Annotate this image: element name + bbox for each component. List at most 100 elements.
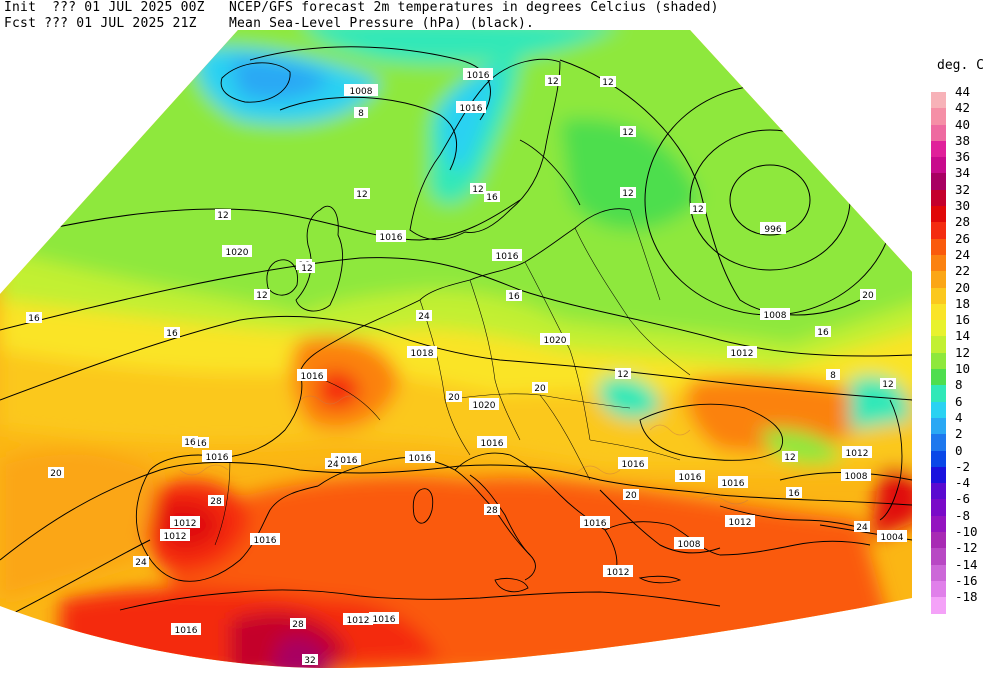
svg-text:20: 20 [534,384,546,394]
init-time: Init ??? 01 JUL 2025 00Z [4,0,205,15]
svg-text:1016: 1016 [254,536,277,546]
legend-swatch [931,92,946,109]
isobar-label: 1016 [456,101,486,114]
legend-label: -14 [955,556,978,572]
legend-row: 12 [931,345,991,370]
temp-label: 12 [690,203,706,215]
legend-label: 14 [955,328,971,344]
svg-text:1018: 1018 [411,349,434,359]
temp-label: 24 [325,458,341,470]
isobar-label: 1016 [718,476,748,489]
isobar-label: 1020 [469,398,499,411]
legend-swatch [931,564,946,581]
temp-label: 12 [782,451,798,463]
legend-row: 0 [931,443,991,467]
legend-label: 34 [955,165,971,181]
temp-label: 12 [620,126,636,138]
svg-text:1016: 1016 [301,372,324,382]
temp-label: 20 [48,467,64,479]
legend-row: 22 [931,264,991,288]
legend-row: -4 [931,476,991,500]
legend-row: -18 [931,590,991,614]
isobar-label: 1012 [725,515,755,528]
legend-label: 42 [955,100,971,116]
temp-label: 8 [826,369,840,381]
svg-text:12: 12 [784,453,795,463]
forecast-time: Fcst ??? 01 JUL 2025 21Z [4,16,197,31]
svg-text:20: 20 [625,491,637,501]
svg-text:16: 16 [28,314,40,324]
temp-label: 12 [215,209,231,221]
temp-label: 28 [484,504,500,516]
legend-swatch [931,271,946,288]
isobar-label: 1018 [407,346,437,359]
svg-text:12: 12 [622,189,633,199]
svg-text:1016: 1016 [722,479,745,489]
svg-text:1020: 1020 [473,401,496,411]
legend-swatch [931,254,946,272]
temp-label: 24 [854,521,870,533]
chart-subtitle: Mean Sea-Level Pressure (hPa) (black). [229,16,535,31]
legend-row: 38 [931,133,991,158]
temp-label: 20 [532,382,548,394]
svg-text:24: 24 [418,312,430,322]
legend-label: 38 [955,132,971,148]
svg-text:16: 16 [184,438,196,448]
legend-row: 28 [931,215,991,239]
svg-text:1012: 1012 [164,532,187,542]
legend-label: -2 [955,458,971,474]
isobar-label: 1016 [297,369,327,382]
legend-swatch [931,483,946,500]
legend-swatch [931,352,946,370]
svg-text:16: 16 [817,328,829,338]
legend-swatch [931,401,946,418]
legend-row: 18 [931,296,991,321]
temp-label: 12 [354,188,370,200]
legend-swatch [931,189,946,207]
svg-text:12: 12 [472,185,483,195]
temp-label: 28 [208,495,224,507]
svg-text:28: 28 [292,620,304,630]
legend-label: 44 [955,84,971,99]
legend-row: 44 [931,85,991,109]
isobar-label: 1016 [250,533,280,546]
isobar-label: 1016 [405,451,435,464]
legend-label: 12 [955,344,971,360]
legend-row: 20 [931,280,991,304]
temp-label: 12 [470,183,486,195]
legend-label: 6 [955,393,963,409]
isobar-label: 1016 [675,470,705,483]
legend-swatch [931,597,946,614]
legend-label: 22 [955,263,971,279]
legend-row: 4 [931,410,991,435]
temp-label: 16 [786,487,802,499]
svg-text:24: 24 [856,523,868,533]
svg-text:1008: 1008 [350,87,373,97]
isobar-label: 1016 [376,230,406,243]
legend-label: 20 [955,279,971,295]
temp-label: 12 [545,75,561,87]
legend-row: 34 [931,166,991,190]
svg-text:28: 28 [210,497,222,507]
temp-label: 16 [193,437,209,449]
legend-label: 18 [955,295,971,311]
svg-text:32: 32 [304,656,315,666]
color-legend: 44 42 40 38 36 34 32 30 28 26 24 22 20 18 16 14 12 10 8 6 4 2… [931,85,991,614]
svg-text:16: 16 [508,292,520,302]
svg-text:996: 996 [764,225,781,235]
isobar-label: 1016 [477,436,507,449]
isobar-label: 1020 [540,333,570,346]
isobar-label: 1016 [618,457,648,470]
temp-label: 12 [254,289,270,301]
legend-row: 26 [931,231,991,255]
svg-text:1016: 1016 [175,626,198,636]
legend-swatch [931,580,946,598]
legend-swatch [931,287,946,304]
temp-label: 16 [484,191,500,203]
legend-label: -8 [955,507,971,523]
temp-label: 16 [815,326,831,338]
legend-row: 24 [931,247,991,272]
svg-text:1012: 1012 [846,449,869,459]
svg-text:1016: 1016 [206,453,229,463]
